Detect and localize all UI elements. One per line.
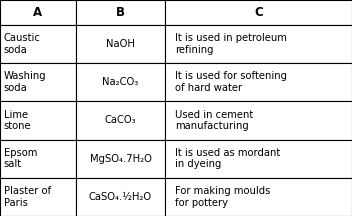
Text: CaSO₄.½H₂O: CaSO₄.½H₂O [89, 192, 152, 202]
Bar [165, 101, 352, 140]
Bar [76, 0, 165, 25]
Bar [76, 25, 165, 63]
Bar [0, 101, 76, 140]
Bar [76, 140, 165, 178]
Bar [165, 178, 352, 216]
Text: Epsom
salt: Epsom salt [4, 148, 37, 169]
Text: B: B [116, 6, 125, 19]
Bar [76, 101, 165, 140]
Text: C: C [254, 6, 263, 19]
Text: A: A [33, 6, 42, 19]
Bar [165, 140, 352, 178]
Bar [0, 0, 76, 25]
Text: Plaster of
Paris: Plaster of Paris [4, 186, 51, 208]
Text: MgSO₄.7H₂O: MgSO₄.7H₂O [90, 154, 151, 164]
Bar [0, 178, 76, 216]
Text: Washing
soda: Washing soda [4, 71, 46, 93]
Text: Na₂CO₃: Na₂CO₃ [102, 77, 139, 87]
Bar [165, 0, 352, 25]
Text: It is used in petroleum
refining: It is used in petroleum refining [175, 33, 287, 55]
Text: It is used as mordant
in dyeing: It is used as mordant in dyeing [175, 148, 280, 169]
Bar [0, 140, 76, 178]
Text: It is used for softening
of hard water: It is used for softening of hard water [175, 71, 287, 93]
Text: For making moulds
for pottery: For making moulds for pottery [175, 186, 270, 208]
Bar [76, 178, 165, 216]
Bar [0, 25, 76, 63]
Text: CaCO₃: CaCO₃ [105, 115, 136, 125]
Bar [165, 63, 352, 101]
Bar [76, 63, 165, 101]
Text: Lime
stone: Lime stone [4, 110, 31, 131]
Bar [0, 63, 76, 101]
Text: Caustic
soda: Caustic soda [4, 33, 41, 55]
Text: Used in cement
manufacturing: Used in cement manufacturing [175, 110, 253, 131]
Bar [165, 25, 352, 63]
Text: NaOH: NaOH [106, 39, 135, 49]
